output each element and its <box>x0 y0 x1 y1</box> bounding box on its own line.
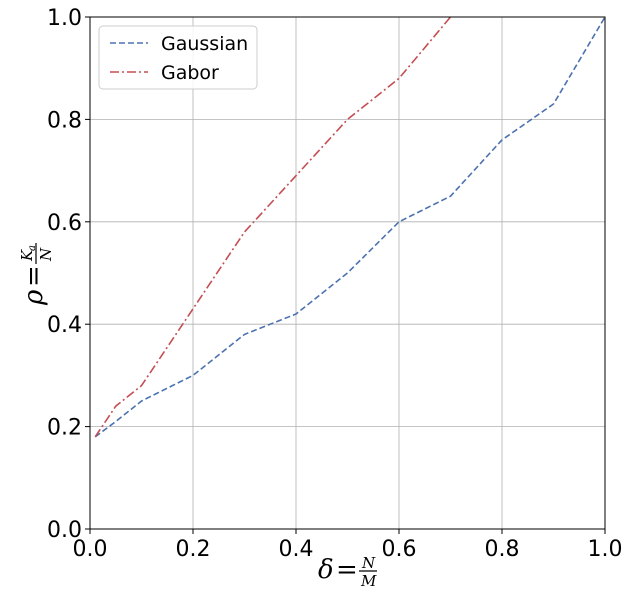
y-axis-label-num: K <box>18 249 36 262</box>
y-tick-label: 0.0 <box>47 518 82 543</box>
x-tick-label: 0.2 <box>176 537 211 562</box>
y-tick-label: 0.4 <box>47 313 82 338</box>
x-axis-label-lhs: δ <box>318 555 334 585</box>
y-tick-label: 0.2 <box>47 416 82 441</box>
x-tick-label: 0.4 <box>279 537 314 562</box>
x-tick-label: 0.6 <box>382 537 417 562</box>
y-axis-label-den: N <box>37 247 55 262</box>
x-axis-label-eq: = <box>336 555 358 585</box>
grid <box>89 16 606 530</box>
legend-label-gabor: Gabor <box>161 62 219 84</box>
x-axis-label-num: N <box>361 554 376 572</box>
x-tick-label: 1.0 <box>588 537 623 562</box>
x-tick-label: 0.8 <box>485 537 520 562</box>
y-tick-label: 1.0 <box>47 6 82 31</box>
series-line-gaussian <box>94 16 606 438</box>
legend-box <box>98 25 258 90</box>
y-axis-ticks: 0.0 0.2 0.4 0.6 0.8 1.0 <box>47 6 90 543</box>
legend-label-gaussian: Gaussian <box>161 33 248 55</box>
x-axis-ticks: 0.0 0.2 0.4 0.6 0.8 1.0 <box>73 529 623 562</box>
x-axis-label-den: M <box>360 572 377 590</box>
y-tick-label: 0.6 <box>47 211 82 236</box>
plot-series <box>94 16 606 438</box>
y-axis-label-num-sub: a <box>27 245 38 251</box>
plot-frame <box>89 16 606 530</box>
series-line-gabor <box>94 16 452 438</box>
legend: Gaussian Gabor <box>98 25 258 90</box>
y-tick-label: 0.8 <box>47 108 82 133</box>
x-axis-label: δ = N M <box>318 554 377 590</box>
y-axis-label-lhs: ρ <box>19 289 49 306</box>
x-tick-label: 0.0 <box>73 537 108 562</box>
y-axis-label-eq: = <box>19 265 49 287</box>
y-axis-label: ρ = K a N <box>18 243 55 306</box>
